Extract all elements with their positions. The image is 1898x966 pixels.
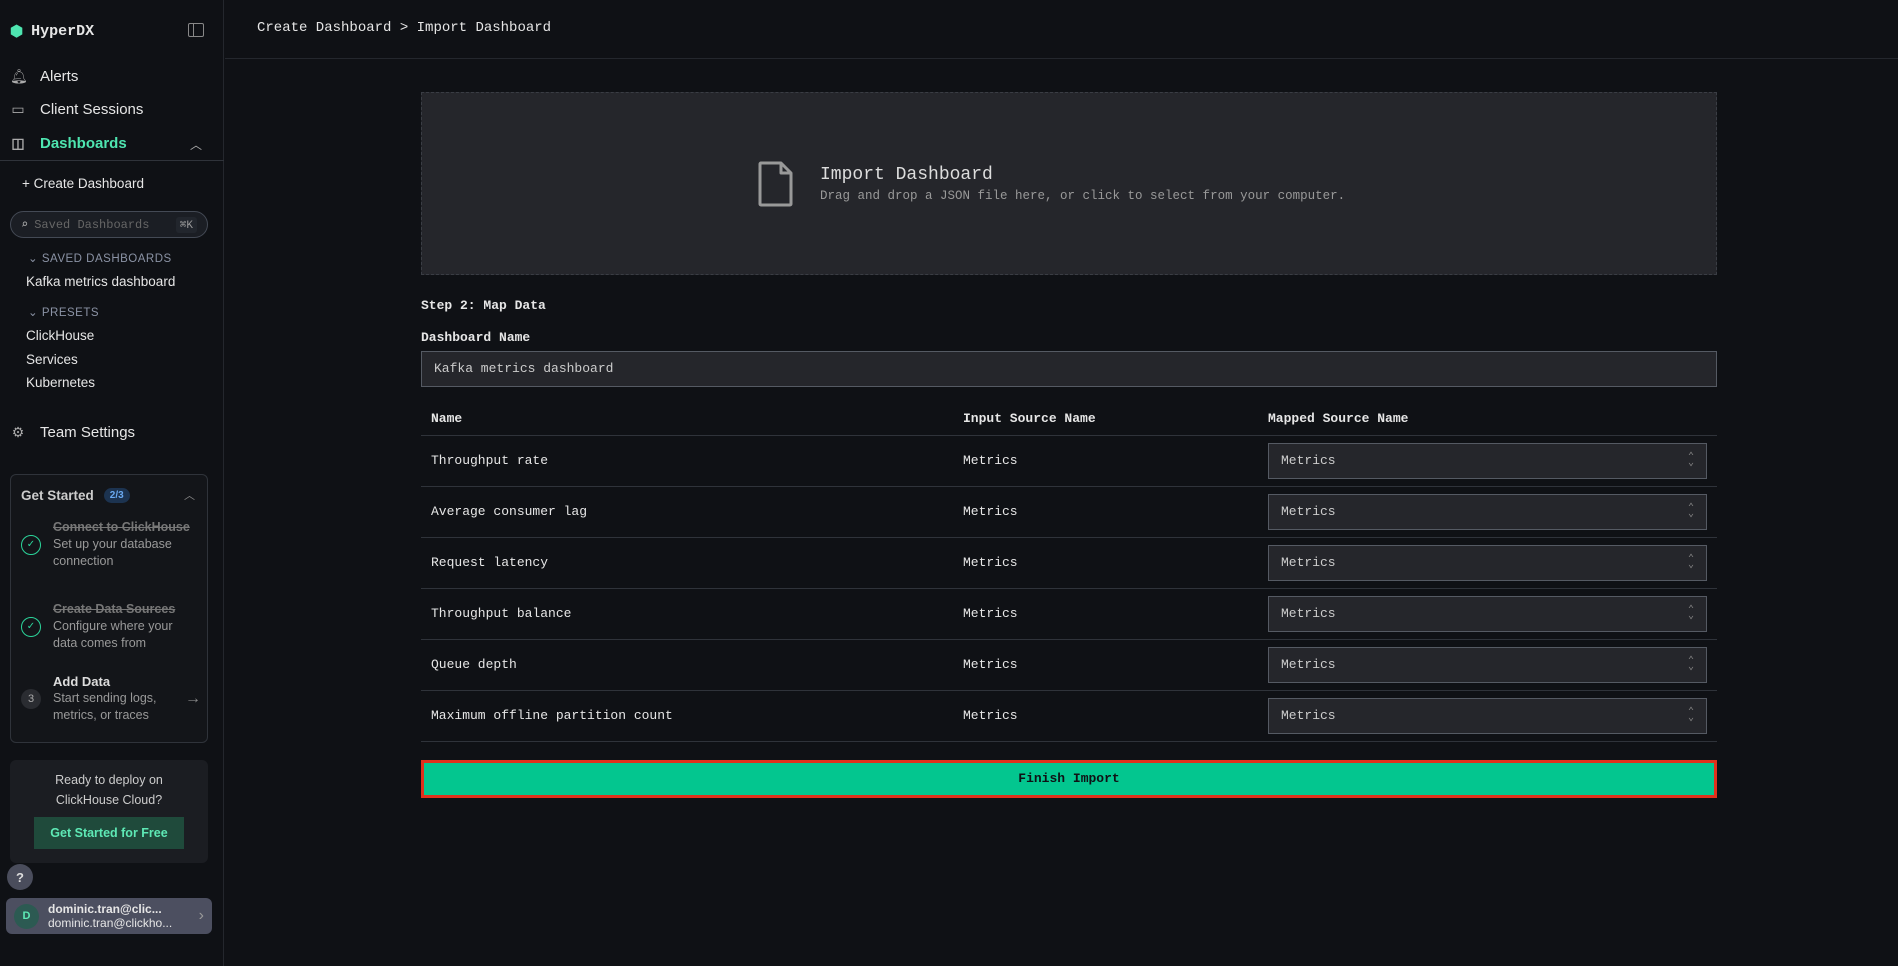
chevron-updown-icon: ⌃ ⌄: [1687, 502, 1694, 520]
table-row: Throughput balance Metrics Metrics ⌃ ⌄: [421, 588, 1717, 640]
chevron-updown-icon: ⌃ ⌄: [1687, 553, 1694, 571]
row-name: Throughput rate: [421, 435, 953, 487]
hyperdx-logo-icon: ⬢: [10, 24, 24, 41]
help-button[interactable]: ?: [7, 864, 33, 890]
presets-header[interactable]: ⌄ PRESETS: [28, 307, 100, 319]
table-row: Throughput rate Metrics Metrics ⌃ ⌄: [421, 435, 1717, 487]
divider: [0, 160, 224, 161]
mapped-source-select[interactable]: Metrics ⌃ ⌄: [1268, 697, 1707, 734]
row-name: Throughput balance: [421, 588, 953, 640]
user-menu[interactable]: D dominic.tran@clic... dominic.tran@click…: [6, 898, 212, 934]
nav-client-sessions[interactable]: ▭ Client Sessions: [11, 101, 144, 118]
arrow-right-icon: →: [185, 689, 201, 707]
row-name: Queue depth: [421, 639, 953, 691]
nav-team-settings[interactable]: ⚙ Team Settings: [11, 424, 136, 441]
laptop-icon: ▭: [11, 101, 25, 117]
mapped-source-select[interactable]: Metrics ⌃ ⌄: [1268, 646, 1707, 683]
create-dashboard-link[interactable]: + Create Dashboard: [22, 176, 144, 191]
mapped-source-select[interactable]: Metrics ⌃ ⌄: [1268, 544, 1707, 581]
chevron-up-icon[interactable]: ︿: [190, 138, 203, 152]
deploy-card: Ready to deploy on ClickHouse Cloud? Get…: [10, 760, 208, 863]
row-name: Request latency: [421, 537, 953, 589]
mapped-source-select[interactable]: Metrics ⌃ ⌄: [1268, 493, 1707, 530]
avatar: D: [14, 903, 39, 929]
row-name: Average consumer lag: [421, 486, 953, 538]
logo[interactable]: ⬢ HyperDX: [10, 23, 95, 41]
preset-services[interactable]: Services: [26, 352, 78, 367]
nav-dashboards[interactable]: ◫ Dashboards: [11, 135, 127, 152]
row-input-source: Metrics: [953, 537, 1258, 589]
step-data-sources[interactable]: ✓ Create Data Sources Configure where your…: [21, 601, 198, 652]
step-connect[interactable]: ✓ Connect to ClickHouse Set up your databa…: [21, 519, 193, 570]
row-input-source: Metrics: [953, 435, 1258, 487]
table-row: Request latency Metrics Metrics ⌃ ⌄: [421, 537, 1717, 589]
chevron-updown-icon: ⌃ ⌄: [1687, 655, 1694, 673]
table-row: Maximum offline partition count Metrics Me…: [421, 690, 1717, 742]
saved-dashboards-search[interactable]: ⌕ Saved Dashboards ⌘K: [10, 211, 208, 238]
chevron-up-icon[interactable]: ︿: [184, 490, 195, 502]
chevron-updown-icon: ⌃ ⌄: [1687, 604, 1694, 622]
breadcrumb-create-dashboard[interactable]: Create Dashboard: [257, 20, 392, 36]
saved-dashboards-header[interactable]: ⌄ SAVED DASHBOARDS: [28, 253, 172, 265]
breadcrumb-import-dashboard: Import Dashboard: [416, 20, 552, 36]
check-icon: ✓: [21, 616, 41, 637]
plus-icon: +: [22, 176, 34, 191]
row-name: Maximum offline partition count: [421, 690, 953, 742]
row-input-source: Metrics: [953, 639, 1258, 691]
check-icon: ✓: [21, 534, 41, 555]
table-row: Average consumer lag Metrics Metrics ⌃ ⌄: [421, 486, 1717, 538]
mapped-source-select[interactable]: Metrics ⌃ ⌄: [1268, 595, 1707, 632]
progress-badge: 2/3: [103, 488, 130, 503]
chevron-updown-icon: ⌃ ⌄: [1687, 706, 1694, 724]
saved-dashboard-item[interactable]: Kafka metrics dashboard: [26, 274, 176, 289]
bell-icon: 🔔︎: [10, 68, 28, 84]
get-started-free-button[interactable]: Get Started for Free: [34, 817, 184, 849]
chevron-right-icon: ›: [198, 907, 204, 924]
nav-alerts[interactable]: 🔔︎ Alerts: [10, 68, 79, 85]
dashboard-name-input[interactable]: Kafka metrics dashboard: [421, 351, 1717, 387]
mapping-table: Name Input Source Name Mapped Source Nam…: [421, 403, 1717, 742]
gear-icon: ⚙: [11, 424, 25, 440]
table-row: Queue depth Metrics Metrics ⌃ ⌄: [421, 639, 1717, 691]
sidebar: ⬢ HyperDX 🔔︎ Alerts ▭ Client Sessions ◫ Dash…: [0, 0, 224, 966]
finish-import-button[interactable]: Finish Import: [421, 759, 1717, 798]
step-title: Step 2: Map Data: [421, 298, 546, 313]
search-icon: ⌕: [21, 218, 29, 232]
chevron-updown-icon: ⌃ ⌄: [1687, 451, 1694, 469]
import-dropzone[interactable]: Import Dashboard Drag and drop a JSON fil…: [421, 92, 1717, 275]
get-started-panel: Get Started 2/3 ︿ ✓ Connect to ClickHouse…: [10, 474, 208, 743]
collapse-sidebar-icon[interactable]: [188, 23, 204, 37]
step-add-data[interactable]: 3 Add Data Start sending logs, metrics, or…: [21, 673, 201, 724]
preset-kubernetes[interactable]: Kubernetes: [26, 375, 96, 390]
preset-clickhouse[interactable]: ClickHouse: [26, 328, 95, 343]
breadcrumb: Create Dashboard > Import Dashboard: [225, 0, 1898, 59]
dashboard-name-label: Dashboard Name: [421, 330, 531, 345]
row-input-source: Metrics: [953, 690, 1258, 742]
layout-icon: ◫: [11, 135, 25, 151]
file-icon: [758, 161, 793, 206]
mapped-source-select[interactable]: Metrics ⌃ ⌄: [1268, 442, 1707, 479]
row-input-source: Metrics: [953, 486, 1258, 538]
row-input-source: Metrics: [953, 588, 1258, 640]
